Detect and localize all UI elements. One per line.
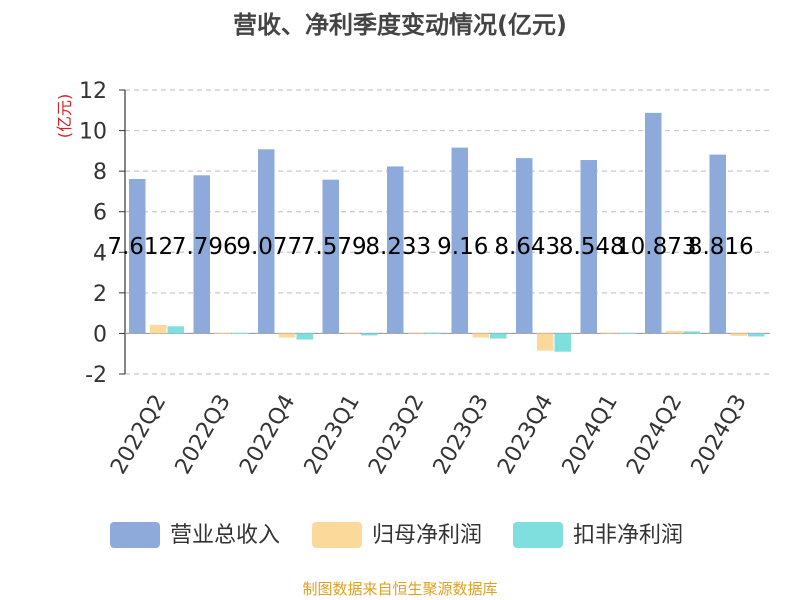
legend-swatch bbox=[312, 522, 362, 548]
chart-title: 营收、净利季度变动情况(亿元) bbox=[233, 11, 567, 39]
bar-series-2 bbox=[408, 332, 425, 334]
bars bbox=[129, 112, 765, 352]
bar-series-2 bbox=[279, 333, 296, 338]
bar-series-1 bbox=[580, 160, 597, 334]
bar-series-1 bbox=[322, 179, 339, 334]
y-tick-label: 2 bbox=[93, 282, 107, 307]
x-tick-label: 2023Q2 bbox=[364, 391, 429, 479]
legend-swatch bbox=[110, 522, 160, 548]
legend-item: 营业总收入 bbox=[110, 522, 280, 548]
legend-label: 扣非净利润 bbox=[573, 523, 683, 548]
legend-swatch bbox=[513, 522, 563, 548]
data-label: 10.873 bbox=[616, 234, 696, 260]
bar-series-1 bbox=[516, 158, 533, 334]
x-tick-label: 2022Q4 bbox=[235, 391, 300, 479]
y-tick-label: 0 bbox=[93, 322, 107, 347]
bar-series-3 bbox=[232, 333, 249, 335]
data-label: 8.643 bbox=[494, 234, 560, 260]
bar-series-2 bbox=[150, 324, 167, 334]
bar-series-3 bbox=[296, 333, 313, 340]
bar-series-2 bbox=[666, 330, 683, 334]
data-label: 9.077 bbox=[236, 234, 302, 260]
y-axis-label: (亿元) bbox=[55, 94, 74, 139]
bar-series-2 bbox=[730, 333, 747, 336]
source-footer: 制图数据来自恒生聚源数据库 bbox=[302, 580, 497, 598]
bar-series-3 bbox=[748, 333, 765, 337]
y-tick-label: 10 bbox=[79, 120, 107, 145]
y-tick-label: 12 bbox=[79, 79, 107, 104]
data-label: 8.233 bbox=[365, 234, 431, 260]
y-tick-label: 8 bbox=[93, 160, 107, 185]
bar-series-1 bbox=[387, 166, 404, 334]
x-tick-label: 2024Q1 bbox=[558, 391, 623, 479]
bar-series-3 bbox=[619, 332, 636, 334]
bar-series-3 bbox=[425, 332, 442, 334]
y-tick-label: -2 bbox=[85, 363, 107, 388]
data-label: 7.612 bbox=[107, 234, 173, 260]
bar-series-3 bbox=[167, 326, 184, 334]
x-tick-label: 2024Q2 bbox=[622, 391, 687, 479]
legend-item: 归母净利润 bbox=[312, 522, 482, 548]
legend-label: 归母净利润 bbox=[372, 523, 482, 548]
bar-series-1 bbox=[258, 149, 275, 334]
bar-series-3 bbox=[683, 331, 700, 334]
bar-series-3 bbox=[490, 333, 507, 339]
bar-series-1 bbox=[709, 154, 726, 334]
legend: 营业总收入 归母净利润 扣非净利润 bbox=[110, 522, 683, 548]
bar-series-2 bbox=[214, 332, 231, 334]
data-label: 7.796 bbox=[172, 234, 238, 260]
data-label: 9.16 bbox=[437, 234, 488, 260]
bar-series-2 bbox=[343, 332, 360, 334]
bar-series-1 bbox=[193, 175, 210, 334]
y-tick-label: 4 bbox=[93, 241, 107, 266]
data-label: 8.816 bbox=[688, 234, 754, 260]
x-tick-label: 2022Q3 bbox=[171, 391, 236, 479]
data-label: 7.579 bbox=[301, 234, 367, 260]
x-tick-label: 2023Q3 bbox=[429, 391, 494, 479]
bar-series-2 bbox=[537, 333, 554, 351]
x-tick-label: 2022Q2 bbox=[106, 391, 171, 479]
x-tick-label: 2024Q3 bbox=[687, 391, 752, 479]
x-tick-label: 2023Q4 bbox=[493, 391, 558, 479]
bar-series-1 bbox=[451, 147, 468, 334]
bar-series-2 bbox=[472, 333, 489, 338]
data-label: 8.548 bbox=[559, 234, 625, 260]
legend-label: 营业总收入 bbox=[170, 523, 280, 548]
bar-series-3 bbox=[554, 333, 571, 352]
bar-series-1 bbox=[645, 112, 662, 334]
y-tick-label: 6 bbox=[93, 201, 107, 226]
bar-series-2 bbox=[601, 332, 618, 334]
x-tick-label: 2023Q1 bbox=[300, 391, 365, 479]
bar-series-1 bbox=[129, 179, 146, 334]
bar-series-3 bbox=[361, 333, 378, 336]
legend-item: 扣非净利润 bbox=[513, 522, 683, 548]
